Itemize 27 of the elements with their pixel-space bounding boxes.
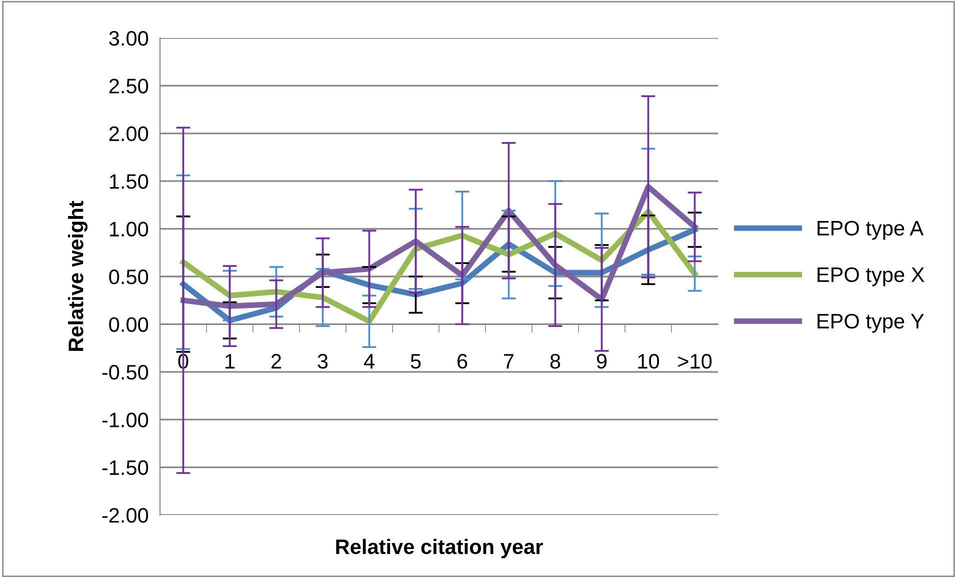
x-tick-label: 1 [226,354,235,368]
x-tick-label: 7 [504,354,514,368]
legend-label: EPO type Y [818,314,924,333]
y-tick-label: 2.50 [109,78,148,94]
x-tick-label: 6 [458,354,468,369]
x-tick-label: 8 [550,354,560,369]
legend-label: EPO type A [818,220,924,240]
x-tick-label: 3 [318,354,328,369]
y-axis-title: Relative weight [68,200,88,351]
x-tick-label: 4 [364,354,374,368]
y-tick-label: 3.00 [109,31,148,46]
y-tick-label: 0.00 [109,317,148,332]
legend-label: EPO type X [818,267,924,286]
x-axis-title: Relative citation year [336,538,543,558]
y-tick-label: 1.50 [110,174,148,189]
x-tick-label: 2 [272,354,281,368]
y-tick-label: 1.00 [110,222,148,237]
x-tick-label: 5 [410,354,421,369]
y-tick-label: -2.00 [102,508,148,523]
y-tick-label: -0.50 [102,364,148,380]
y-tick-label: -1.50 [102,460,148,476]
x-tick-label: >10 [678,354,712,369]
y-tick-label: 0.50 [109,270,148,284]
y-tick-label: -1.00 [102,412,148,428]
x-tick-label: 10 [638,354,660,369]
y-tick-label: 2.00 [109,126,148,142]
x-tick-label: 9 [596,354,607,369]
